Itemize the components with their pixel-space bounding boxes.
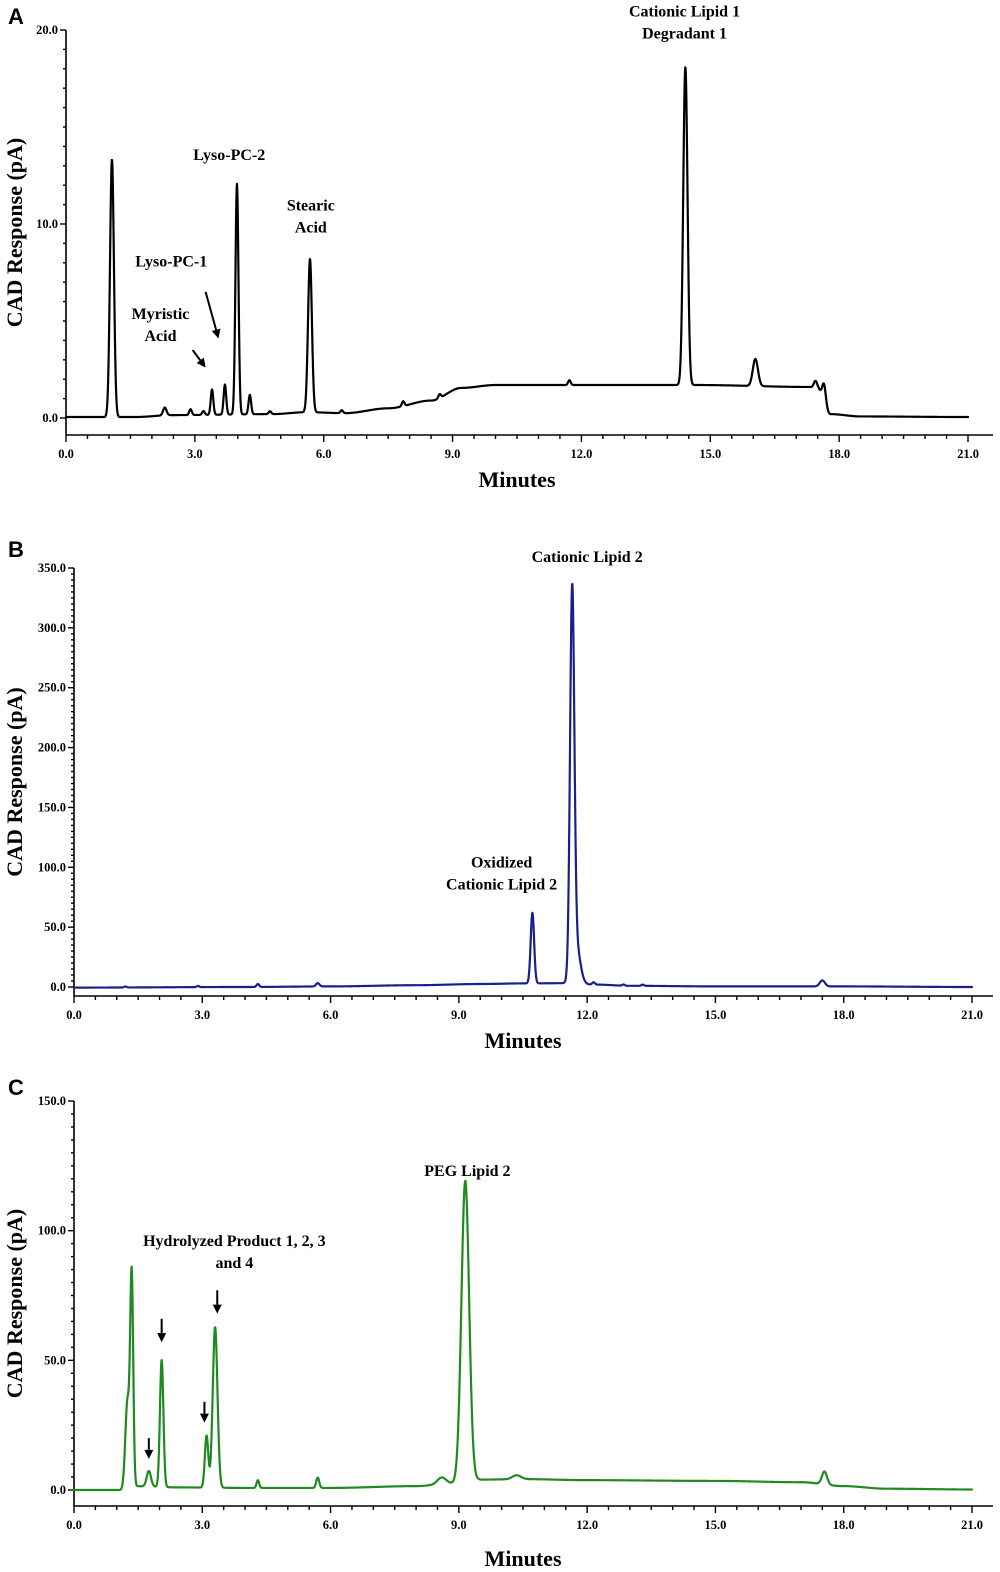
x-tick-label: 0.0 bbox=[66, 1518, 82, 1532]
y-tick-label: 0.0 bbox=[50, 1483, 66, 1497]
x-tick-label: 21.0 bbox=[961, 1518, 983, 1532]
x-tick-label: 12.0 bbox=[576, 1008, 598, 1022]
chromatogram-trace bbox=[64, 66, 970, 419]
peak-annotation: Lyso-PC-1 bbox=[135, 254, 207, 271]
x-tick-label: 0.0 bbox=[58, 447, 74, 461]
y-tick-label: 250.0 bbox=[38, 681, 66, 695]
x-tick-label: 15.0 bbox=[704, 1518, 726, 1532]
peak-annotation: Myristic Acid bbox=[132, 306, 190, 345]
arrow-icon bbox=[157, 1318, 167, 1343]
x-tick-label: 21.0 bbox=[961, 1008, 983, 1022]
x-tick-label: 9.0 bbox=[445, 447, 461, 461]
x-tick-label: 6.0 bbox=[316, 447, 332, 461]
panel-letter: A bbox=[8, 4, 24, 29]
y-tick-label: 100.0 bbox=[38, 1224, 66, 1238]
y-tick-label: 350.0 bbox=[38, 561, 66, 575]
y-tick-label: 20.0 bbox=[36, 23, 58, 37]
y-tick-label: 300.0 bbox=[38, 621, 66, 635]
x-tick-label: 3.0 bbox=[194, 1518, 210, 1532]
peak-annotation: Lyso-PC-2 bbox=[193, 147, 265, 164]
peak-annotation: Cationic Lipid 1 Degradant 1 bbox=[629, 3, 740, 42]
x-tick-label: 12.0 bbox=[576, 1518, 598, 1532]
arrow-icon bbox=[144, 1438, 154, 1459]
x-tick-label: 3.0 bbox=[194, 1008, 210, 1022]
x-axis-title: Minutes bbox=[485, 1028, 562, 1053]
x-axis-title: Minutes bbox=[479, 467, 556, 492]
y-axis-title: CAD Response (pA) bbox=[2, 138, 27, 327]
x-tick-label: 6.0 bbox=[323, 1518, 339, 1532]
peak-annotation: Oxidized Cationic Lipid 2 bbox=[446, 854, 557, 893]
chromatogram-trace bbox=[72, 1179, 974, 1492]
panel-letter: C bbox=[8, 1075, 24, 1100]
x-tick-label: 0.0 bbox=[66, 1008, 82, 1022]
panel-letter: B bbox=[8, 537, 24, 562]
x-axis-title: Minutes bbox=[485, 1546, 562, 1571]
x-tick-label: 18.0 bbox=[828, 447, 850, 461]
y-tick-label: 0.0 bbox=[42, 411, 58, 425]
x-tick-label: 9.0 bbox=[451, 1518, 467, 1532]
x-tick-label: 12.0 bbox=[570, 447, 592, 461]
chromatogram-trace bbox=[72, 582, 974, 989]
y-tick-label: 50.0 bbox=[44, 1353, 66, 1367]
y-tick-label: 150.0 bbox=[38, 800, 66, 814]
y-axis-title: CAD Response (pA) bbox=[2, 1209, 27, 1398]
y-axis-title: CAD Response (pA) bbox=[2, 687, 27, 876]
peak-annotation: PEG Lipid 2 bbox=[424, 1163, 510, 1180]
y-tick-label: 200.0 bbox=[38, 741, 66, 755]
chart-panel-B: B 0.0 50.0 100.0 150.0 200.0 250.0 300.0 350.0 0.… bbox=[2, 537, 993, 1053]
y-tick-label: 10.0 bbox=[36, 217, 58, 231]
chart-panel-C: C 0.0 50.0 100.0 150.0 0.0 3.0 6.0 9.0 12.0 15.0 18… bbox=[2, 1075, 993, 1571]
arrow-icon bbox=[204, 291, 221, 339]
arrow-icon bbox=[199, 1401, 209, 1423]
y-tick-label: 100.0 bbox=[38, 860, 66, 874]
x-tick-label: 15.0 bbox=[699, 447, 721, 461]
x-tick-label: 9.0 bbox=[451, 1008, 467, 1022]
peak-annotation: Hydrolyzed Product 1, 2, 3 and 4 bbox=[143, 1233, 326, 1272]
peak-annotation: Stearic Acid bbox=[287, 197, 335, 236]
chart-panel-A: A 0.0 10.0 20.0 0.0 3.0 6.0 9.0 12.0 15.0 18.0 21.0… bbox=[2, 3, 993, 492]
x-tick-label: 3.0 bbox=[187, 447, 203, 461]
y-tick-label: 0.0 bbox=[50, 980, 66, 994]
y-tick-label: 50.0 bbox=[44, 920, 66, 934]
y-tick-label: 150.0 bbox=[38, 1094, 66, 1108]
peak-annotation: Cationic Lipid 2 bbox=[532, 549, 643, 566]
x-tick-label: 18.0 bbox=[833, 1008, 855, 1022]
x-tick-label: 18.0 bbox=[833, 1518, 855, 1532]
arrow-icon bbox=[212, 1290, 222, 1314]
x-tick-label: 15.0 bbox=[704, 1008, 726, 1022]
x-tick-label: 21.0 bbox=[957, 447, 979, 461]
arrow-icon bbox=[191, 349, 206, 368]
x-tick-label: 6.0 bbox=[323, 1008, 339, 1022]
